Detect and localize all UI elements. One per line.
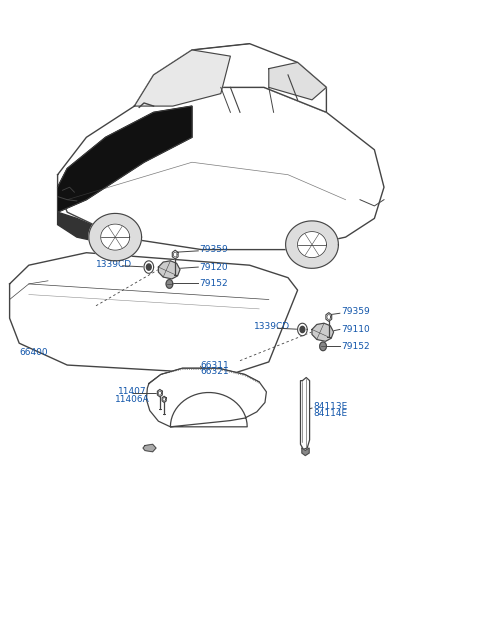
Polygon shape (162, 396, 166, 402)
Polygon shape (166, 280, 173, 288)
Polygon shape (146, 368, 266, 427)
Polygon shape (158, 261, 180, 279)
Polygon shape (134, 50, 230, 106)
Text: 11407: 11407 (118, 388, 147, 396)
Polygon shape (146, 264, 151, 270)
Polygon shape (58, 212, 106, 243)
Polygon shape (286, 221, 338, 268)
Text: 79110: 79110 (341, 325, 370, 334)
Text: 79152: 79152 (199, 280, 228, 288)
Text: 66311: 66311 (201, 361, 229, 369)
Text: 1339CD: 1339CD (254, 323, 290, 331)
Polygon shape (312, 323, 334, 341)
Polygon shape (10, 253, 298, 374)
Polygon shape (134, 44, 326, 112)
Polygon shape (89, 213, 142, 261)
Text: 84113E: 84113E (313, 402, 347, 411)
Polygon shape (269, 62, 326, 100)
Polygon shape (172, 250, 178, 259)
Polygon shape (298, 232, 326, 258)
Polygon shape (58, 106, 192, 212)
Polygon shape (320, 342, 326, 351)
Text: 66400: 66400 (19, 348, 48, 357)
Polygon shape (101, 224, 130, 250)
Text: 84114E: 84114E (313, 409, 347, 417)
Polygon shape (300, 378, 310, 449)
Polygon shape (143, 444, 156, 452)
Polygon shape (157, 389, 162, 397)
Text: 11406A: 11406A (115, 395, 150, 404)
Polygon shape (300, 326, 305, 333)
Text: 66321: 66321 (201, 367, 229, 376)
Polygon shape (144, 261, 154, 273)
Text: 79152: 79152 (341, 342, 370, 351)
Polygon shape (58, 87, 384, 250)
Text: 79359: 79359 (199, 245, 228, 254)
Polygon shape (302, 448, 309, 456)
Text: 1339CD: 1339CD (96, 260, 132, 269)
Polygon shape (298, 323, 307, 336)
Text: 79359: 79359 (341, 308, 370, 316)
Polygon shape (326, 313, 332, 321)
Text: 79120: 79120 (199, 263, 228, 271)
